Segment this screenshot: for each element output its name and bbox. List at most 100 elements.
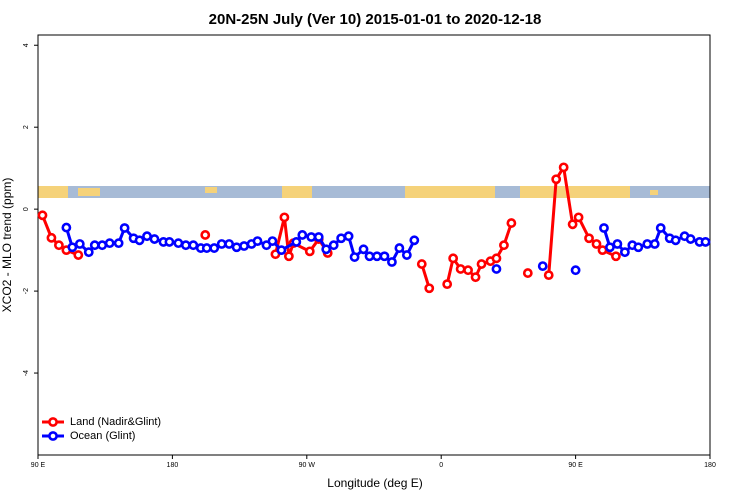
data-point [209,243,220,253]
data-point [416,259,427,269]
data-point [37,210,48,221]
data-point [336,233,347,244]
data-point [46,232,57,243]
data-point [279,212,290,223]
data-point [649,239,660,249]
y-tick-label: -4 [23,370,30,376]
x-tick-label: 90 W [299,462,316,469]
y-tick-label: 2 [23,125,30,129]
plot-frame [37,34,711,456]
data-point [570,265,581,276]
y-axis-label: XCO2 - MLO trend (ppm) [0,178,14,313]
data-point [61,222,72,233]
data-point [463,265,473,276]
data-point [470,272,481,283]
data-point [224,239,235,249]
data-point [188,240,199,251]
data-point [173,238,184,249]
data-point [304,246,315,257]
data-point [216,239,227,249]
data-point [611,251,621,262]
data-point [499,240,509,251]
data-point [67,242,78,253]
data-point [119,223,130,233]
chart-title: 20N-25N July (Ver 10) 2015-01-01 to 2020… [209,11,542,28]
legend-label: Land (Nadir&Glint) [70,416,161,428]
data-point [442,279,453,290]
data-point [89,240,100,251]
data-point [642,239,653,249]
data-point [97,240,108,251]
data-point [543,270,554,281]
data-point [401,250,412,260]
data-point [297,230,308,240]
data-point [321,244,332,255]
data-point [700,237,711,247]
data-point [349,252,360,262]
y-tick-label: 4 [23,43,30,47]
data-point [551,174,562,185]
data-point [74,239,85,249]
x-axis-label: Longitude (deg E) [327,476,422,490]
data-point [597,245,608,256]
data-point [599,223,609,233]
y-tick-label: 0 [23,207,30,211]
data-point [54,240,64,251]
data-point [573,212,584,223]
data-point [655,223,666,233]
data-point [448,253,459,264]
data-point [142,231,152,242]
legend-label: Ocean (Glint) [70,430,135,442]
data-point [605,242,615,253]
data-point [83,247,94,258]
data-point [358,244,369,255]
data-point [343,231,354,242]
data-point [73,250,84,260]
data-point [491,253,502,264]
data-point [685,234,696,244]
y-tick-label: -2 [23,288,30,294]
data-point [537,261,548,272]
data-point [491,264,502,274]
x-tick-label: 90 E [31,462,46,469]
data-point [291,237,302,247]
x-tick-label: 90 E [568,462,583,469]
data-point [231,242,242,253]
x-tick-label: 180 [704,462,716,469]
data-point [134,235,145,246]
data-point [522,268,533,278]
data-point [252,236,263,247]
data-point [201,243,212,253]
data-point [584,233,594,244]
data-point [591,239,602,249]
data-point [619,247,630,258]
x-tick-label: 0 [439,462,443,469]
data-point [372,251,382,262]
data-point [633,242,644,253]
data-point [306,232,317,242]
data-point [276,245,287,256]
data-point [164,237,175,247]
data-point [394,243,405,253]
data-point [267,236,278,247]
data-point [328,240,339,251]
data-point [612,239,623,249]
data-point [409,235,420,246]
legend-marker [48,431,58,441]
data-point [387,257,397,267]
data-point [455,264,466,274]
data-point [567,219,578,230]
data-point [364,251,375,262]
data-point [476,259,487,269]
data-point [180,240,191,251]
data-point [313,232,324,242]
data-point [104,238,115,249]
data-point [149,234,160,244]
legend-marker [48,417,58,427]
data-point [283,251,294,262]
map-strip [38,186,710,198]
data-point [558,162,569,173]
data-point [239,241,249,251]
data-point [506,218,517,228]
